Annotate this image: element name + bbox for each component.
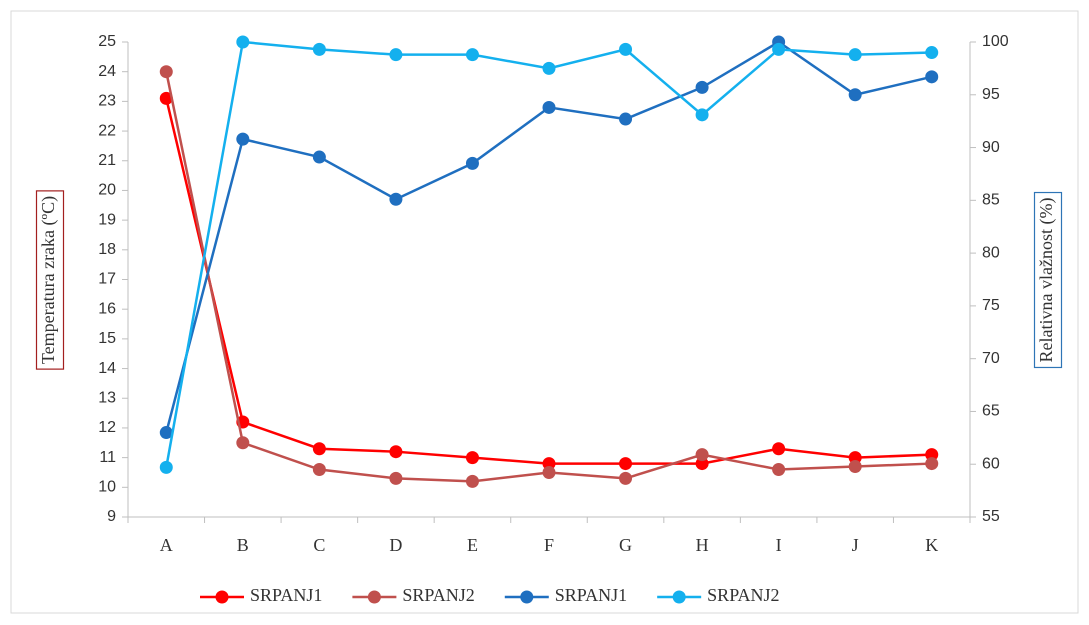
y2-tick-label: 90 [982, 139, 1000, 156]
y2-tick-label: 60 [982, 455, 1000, 472]
data-point [619, 471, 633, 485]
data-point [312, 463, 326, 476]
y-axis-label-box [35, 190, 65, 370]
y-tick-label: 20 [98, 182, 116, 199]
y2-tick-label: 70 [982, 350, 1000, 367]
data-point [465, 451, 479, 465]
x-tick-label: C [313, 535, 325, 555]
data-point [542, 457, 556, 471]
data-point [236, 436, 250, 450]
data-point [695, 108, 709, 122]
data-point [848, 88, 862, 102]
legend-label: SRPANJ1 [555, 585, 627, 605]
y-tick-label: 17 [98, 271, 116, 288]
data-point [772, 463, 786, 476]
y-tick-label: 10 [98, 479, 116, 496]
data-point [465, 48, 479, 62]
data-point [695, 80, 709, 94]
data-point [389, 445, 403, 459]
y-tick-label: 13 [98, 389, 116, 406]
y-tick-label: 9 [107, 508, 116, 525]
data-point [159, 460, 173, 474]
data-point [542, 100, 556, 114]
y2-tick-label: 95 [982, 86, 1000, 103]
legend-label: SRPANJ2 [707, 585, 779, 605]
y-tick-label: 19 [98, 211, 116, 228]
legend-label: SRPANJ2 [402, 585, 474, 605]
data-point [465, 474, 479, 488]
data-point [389, 471, 403, 485]
data-point [312, 150, 326, 164]
y-tick-label: 23 [98, 93, 116, 110]
legend-label: SRPANJ1 [250, 585, 322, 605]
data-point [848, 48, 862, 62]
x-tick-label: D [389, 535, 402, 555]
legend-marker [215, 590, 229, 604]
legend-marker [672, 590, 686, 604]
data-point [465, 156, 479, 170]
data-point [236, 35, 250, 49]
x-tick-label: G [619, 535, 632, 555]
x-tick-label: J [852, 535, 859, 555]
x-tick-label: F [544, 535, 554, 555]
y-tick-label: 16 [98, 300, 116, 317]
data-point [619, 112, 633, 126]
y2-tick-label: 100 [982, 33, 1009, 50]
data-point [542, 61, 556, 75]
data-point [848, 460, 862, 474]
data-point [312, 42, 326, 56]
y-tick-label: 18 [98, 241, 116, 258]
y2-tick-label: 85 [982, 192, 1000, 209]
data-point [848, 451, 862, 465]
data-point [772, 42, 786, 56]
y2-tick-label: 75 [982, 297, 1000, 314]
data-point [236, 132, 250, 146]
data-point [772, 442, 786, 456]
legend-marker [367, 590, 381, 604]
y-tick-label: 12 [98, 419, 116, 436]
y-tick-label: 14 [98, 360, 116, 377]
y-tick-label: 21 [98, 152, 116, 169]
data-point [925, 448, 939, 462]
y-tick-label: 22 [98, 122, 116, 139]
y2-axis-label: Relativna vlažnost (%) [1036, 198, 1057, 363]
x-tick-label: K [925, 535, 938, 555]
data-point [619, 42, 633, 56]
y2-tick-label: 65 [982, 403, 1000, 420]
data-point [159, 65, 173, 79]
data-point [925, 46, 939, 60]
data-point [695, 448, 709, 462]
data-point [619, 457, 633, 471]
data-point [159, 426, 173, 440]
x-tick-label: I [776, 535, 782, 555]
y-tick-label: 25 [98, 33, 116, 50]
y2-tick-label: 80 [982, 244, 1000, 261]
x-tick-label: H [696, 535, 709, 555]
y-tick-label: 15 [98, 330, 116, 347]
data-point [925, 457, 939, 471]
data-point [389, 48, 403, 62]
legend-marker [520, 590, 534, 604]
y-axis-label: Temperatura zraka (ºC) [38, 196, 59, 364]
data-point [312, 442, 326, 456]
data-point [695, 457, 709, 471]
data-point [925, 70, 939, 84]
x-tick-label: A [160, 535, 173, 555]
x-tick-label: B [237, 535, 249, 555]
y-tick-label: 11 [99, 449, 116, 466]
y2-axis-label-box [1033, 191, 1063, 369]
y-tick-label: 24 [98, 63, 116, 80]
data-point [159, 91, 173, 105]
x-tick-label: E [467, 535, 478, 555]
y2-tick-label: 55 [982, 508, 1000, 525]
data-point [389, 192, 403, 206]
data-point [542, 465, 556, 479]
